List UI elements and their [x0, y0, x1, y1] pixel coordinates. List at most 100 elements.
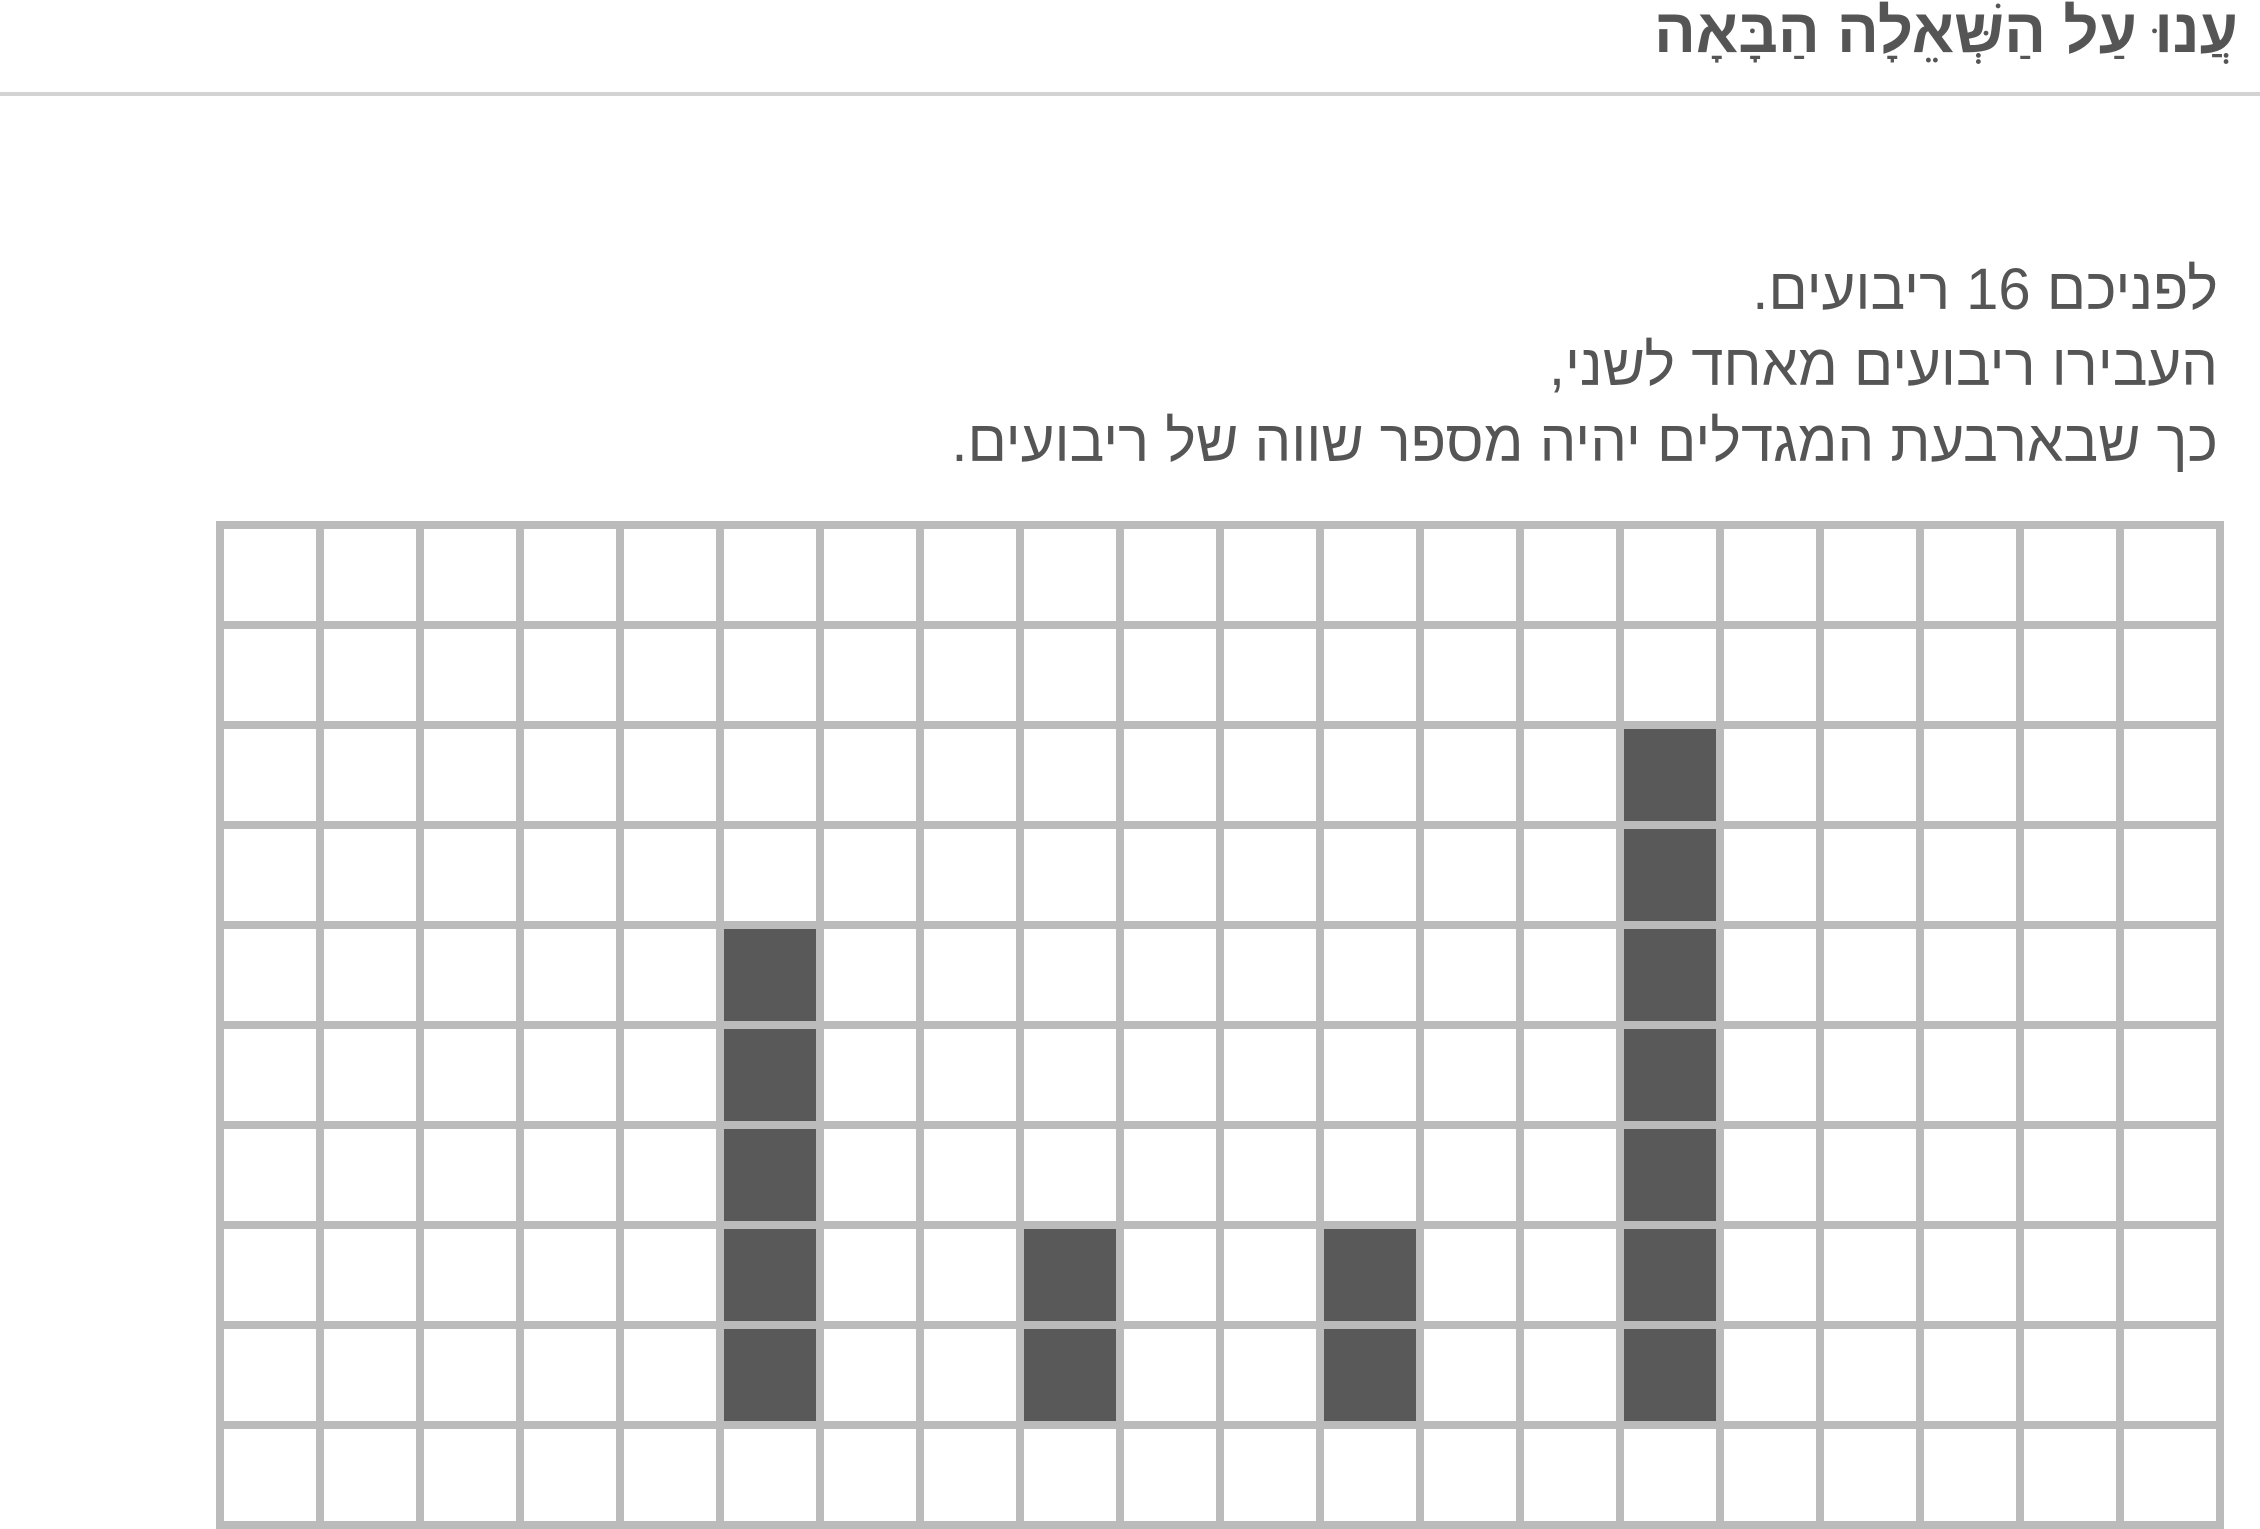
grid-cell-empty[interactable] — [524, 529, 624, 629]
grid-cell-empty[interactable] — [424, 1229, 524, 1329]
grid-cell-filled[interactable] — [724, 1229, 824, 1329]
grid-cell-empty[interactable] — [924, 1129, 1024, 1229]
grid-cell-empty[interactable] — [2124, 929, 2224, 1029]
grid-cell-empty[interactable] — [824, 1429, 924, 1529]
grid-cell-empty[interactable] — [1424, 829, 1524, 929]
grid-cell-empty[interactable] — [1324, 1429, 1424, 1529]
grid-cell-empty[interactable] — [424, 1129, 524, 1229]
grid-cell-empty[interactable] — [1224, 1229, 1324, 1329]
grid-cell-empty[interactable] — [1024, 529, 1124, 629]
grid-cell-empty[interactable] — [324, 1329, 424, 1429]
grid-cell-empty[interactable] — [1924, 629, 2024, 729]
grid-cell-empty[interactable] — [1024, 1029, 1124, 1129]
grid-cell-empty[interactable] — [924, 729, 1024, 829]
grid-cell-empty[interactable] — [1724, 829, 1824, 929]
grid-cell-empty[interactable] — [1024, 929, 1124, 1029]
grid-cell-empty[interactable] — [524, 1029, 624, 1129]
grid-cell-empty[interactable] — [1724, 1329, 1824, 1429]
grid-cell-empty[interactable] — [224, 1029, 324, 1129]
grid-cell-empty[interactable] — [624, 1229, 724, 1329]
grid-cell-empty[interactable] — [1524, 529, 1624, 629]
grid-cell-empty[interactable] — [1224, 729, 1324, 829]
grid-cell-empty[interactable] — [924, 529, 1024, 629]
grid-cell-empty[interactable] — [1924, 1329, 2024, 1429]
grid-cell-empty[interactable] — [1224, 529, 1324, 629]
grid-cell-empty[interactable] — [1824, 1329, 1924, 1429]
grid-cell-filled[interactable] — [1624, 1129, 1724, 1229]
grid-cell-empty[interactable] — [324, 1129, 424, 1229]
grid-cell-empty[interactable] — [424, 1329, 524, 1429]
grid-cell-empty[interactable] — [224, 729, 324, 829]
grid-cell-empty[interactable] — [1224, 1329, 1324, 1429]
grid-cell-empty[interactable] — [424, 529, 524, 629]
grid-cell-empty[interactable] — [224, 629, 324, 729]
grid-cell-empty[interactable] — [324, 629, 424, 729]
grid-cell-empty[interactable] — [724, 629, 824, 729]
grid-cell-filled[interactable] — [724, 1129, 824, 1229]
grid-cell-filled[interactable] — [724, 929, 824, 1029]
grid-cell-empty[interactable] — [1424, 729, 1524, 829]
grid-cell-empty[interactable] — [924, 829, 1024, 929]
grid-cell-empty[interactable] — [2024, 729, 2124, 829]
grid-cell-empty[interactable] — [1224, 1429, 1324, 1529]
grid-cell-empty[interactable] — [1824, 1129, 1924, 1229]
grid-cell-empty[interactable] — [824, 1129, 924, 1229]
grid-cell-empty[interactable] — [1224, 1129, 1324, 1229]
grid-cell-empty[interactable] — [824, 529, 924, 629]
grid-cell-filled[interactable] — [1624, 929, 1724, 1029]
grid-cell-empty[interactable] — [224, 529, 324, 629]
grid-cell-filled[interactable] — [1624, 829, 1724, 929]
grid-cell-empty[interactable] — [1824, 529, 1924, 629]
grid-cell-empty[interactable] — [1024, 829, 1124, 929]
grid-cell-empty[interactable] — [2024, 1229, 2124, 1329]
grid-cell-empty[interactable] — [324, 1429, 424, 1529]
grid-cell-empty[interactable] — [324, 929, 424, 1029]
grid-cell-empty[interactable] — [824, 729, 924, 829]
grid-cell-empty[interactable] — [924, 629, 1024, 729]
grid-cell-empty[interactable] — [524, 1129, 624, 1229]
grid-cell-empty[interactable] — [1724, 629, 1824, 729]
grid-cell-empty[interactable] — [1424, 1229, 1524, 1329]
grid-cell-filled[interactable] — [1324, 1229, 1424, 1329]
grid-cell-empty[interactable] — [524, 629, 624, 729]
grid-cell-empty[interactable] — [724, 829, 824, 929]
grid-cell-filled[interactable] — [1324, 1329, 1424, 1429]
grid-cell-empty[interactable] — [824, 629, 924, 729]
grid-cell-filled[interactable] — [1624, 1029, 1724, 1129]
grid-cell-empty[interactable] — [724, 729, 824, 829]
grid-cell-empty[interactable] — [2124, 829, 2224, 929]
grid-cell-empty[interactable] — [524, 929, 624, 1029]
grid-cell-empty[interactable] — [224, 1229, 324, 1329]
grid-cell-empty[interactable] — [2024, 1329, 2124, 1429]
grid-cell-empty[interactable] — [1524, 1029, 1624, 1129]
grid-cell-empty[interactable] — [524, 729, 624, 829]
grid-cell-empty[interactable] — [924, 1429, 1024, 1529]
grid-cell-empty[interactable] — [1524, 829, 1624, 929]
grid-cell-filled[interactable] — [724, 1329, 824, 1429]
grid-cell-empty[interactable] — [1824, 729, 1924, 829]
grid-cell-empty[interactable] — [1924, 829, 2024, 929]
grid-cell-empty[interactable] — [1324, 929, 1424, 1029]
grid-cell-empty[interactable] — [824, 829, 924, 929]
grid-cell-empty[interactable] — [624, 929, 724, 1029]
grid-cell-empty[interactable] — [1624, 529, 1724, 629]
grid-cell-empty[interactable] — [324, 1029, 424, 1129]
grid-cell-empty[interactable] — [824, 1329, 924, 1429]
grid-cell-empty[interactable] — [824, 1229, 924, 1329]
grid-cell-empty[interactable] — [1724, 1229, 1824, 1329]
grid-cell-empty[interactable] — [1924, 929, 2024, 1029]
grid-cell-empty[interactable] — [2124, 1329, 2224, 1429]
grid-cell-empty[interactable] — [624, 1329, 724, 1429]
grid-cell-empty[interactable] — [1924, 1129, 2024, 1229]
grid-cell-empty[interactable] — [1024, 1129, 1124, 1229]
grid-cell-empty[interactable] — [1424, 1329, 1524, 1429]
grid-cell-empty[interactable] — [1324, 1129, 1424, 1229]
grid-cell-empty[interactable] — [324, 1229, 424, 1329]
grid-cell-empty[interactable] — [224, 829, 324, 929]
grid-cell-empty[interactable] — [2124, 1129, 2224, 1229]
grid-cell-empty[interactable] — [2124, 1429, 2224, 1529]
grid-cell-filled[interactable] — [1024, 1229, 1124, 1329]
grid-cell-empty[interactable] — [1824, 629, 1924, 729]
grid-cell-empty[interactable] — [1624, 1429, 1724, 1529]
grid-cell-empty[interactable] — [2024, 929, 2124, 1029]
